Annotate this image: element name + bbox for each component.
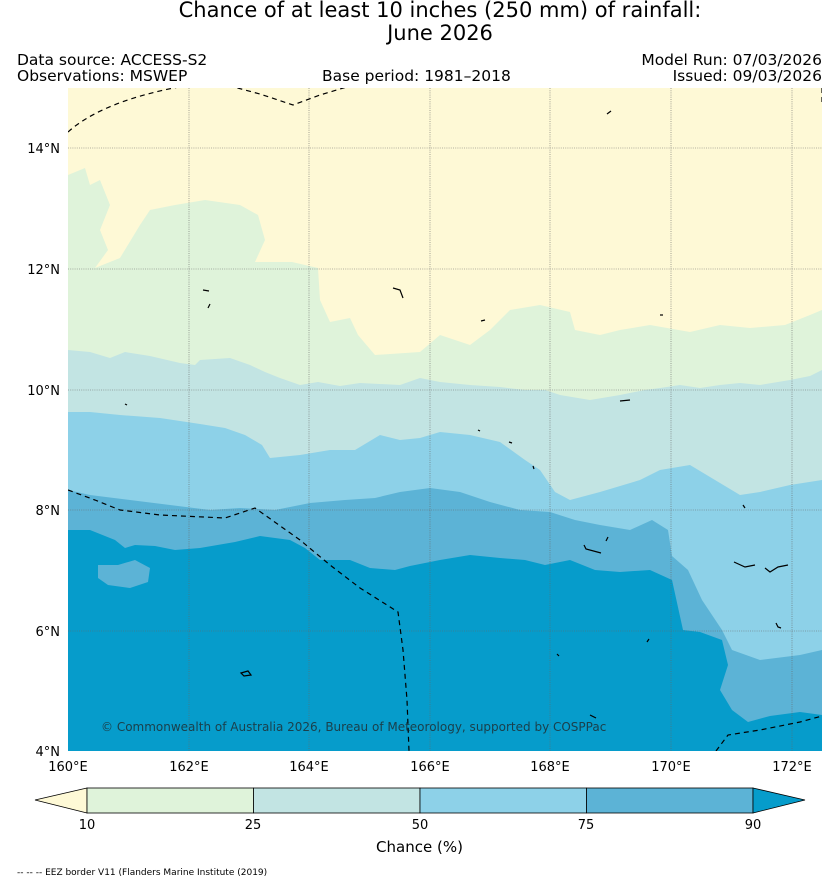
lat-tick-6: 6°N [36, 625, 61, 640]
lon-tick-164: 164°E [289, 760, 329, 775]
observations-label: Observations: MSWEP [17, 67, 188, 85]
lat-tick-4: 4°N [36, 745, 61, 760]
colorbar [34, 787, 806, 814]
lon-tick-168: 168°E [530, 760, 570, 775]
colorbar-25-50 [253, 787, 421, 814]
lon-tick-160: 160°E [48, 760, 88, 775]
colorbar-extend-high [752, 787, 806, 814]
lat-tick-14: 14°N [27, 142, 60, 157]
colorbar-10-25 [86, 787, 254, 814]
map-title-line1: Chance of at least 10 inches (250 mm) of… [178, 0, 702, 22]
colorbar-label-50: 50 [411, 818, 429, 833]
lat-tick-10: 10°N [27, 384, 60, 399]
zone-75-90-inclusion [98, 560, 150, 588]
islands [124, 110, 789, 719]
lon-tick-166: 166°E [410, 760, 450, 775]
zone-above-90 [68, 530, 822, 751]
model-run-label: Model Run: 07/03/2026 [641, 51, 822, 69]
colorbar-50-75 [419, 787, 587, 814]
lat-tick-labels: 14°N 12°N 10°N 8°N 6°N 4°N [27, 142, 60, 760]
gridlines [68, 88, 822, 751]
colorbar-label-10: 10 [78, 818, 96, 833]
colorbar-label-90: 90 [744, 818, 762, 833]
eez-borders [68, 88, 822, 751]
map-title-line2: June 2026 [387, 21, 493, 45]
colorbar-extend-low [34, 787, 88, 814]
eez-legend-note: -- -- -- EEZ border V11 (Flanders Marine… [17, 868, 268, 878]
data-source-label: Data source: ACCESS-S2 [17, 51, 208, 69]
lon-tick-172: 172°E [772, 760, 812, 775]
base-period-label: Base period: 1981–2018 [322, 67, 511, 85]
colorbar-75-90 [586, 787, 754, 814]
lon-tick-162: 162°E [169, 760, 209, 775]
colorbar-label-25: 25 [244, 818, 262, 833]
lon-tick-labels: 160°E 162°E 164°E 166°E 168°E 170°E 172°… [48, 760, 812, 775]
colorbar-label-75: 75 [577, 818, 595, 833]
lat-tick-8: 8°N [36, 504, 61, 519]
lat-tick-12: 12°N [27, 263, 60, 278]
lon-tick-170: 170°E [651, 760, 691, 775]
colorbar-title: Chance (%) [376, 838, 463, 856]
issued-label: Issued: 09/03/2026 [672, 67, 822, 85]
copyright-notice: © Commonwealth of Australia 2026, Bureau… [101, 720, 606, 734]
probability-field: © Commonwealth of Australia 2026, Bureau… [68, 88, 822, 751]
